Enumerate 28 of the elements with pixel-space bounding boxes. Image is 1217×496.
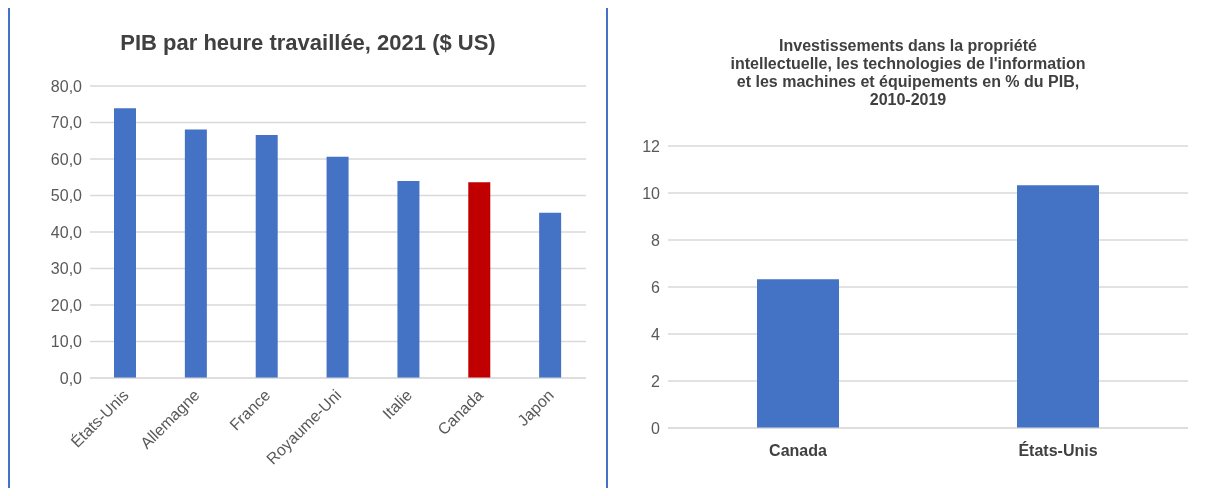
y-tick-label: 4: [651, 325, 661, 343]
y-tick-label: 2: [651, 372, 661, 390]
y-tick-label: 8: [651, 231, 661, 249]
y-tick-label: 50,0: [50, 187, 83, 205]
y-tick-label: 0: [651, 419, 661, 437]
y-tick-label: 30,0: [50, 260, 83, 278]
chart-title: PIB par heure travaillée, 2021 ($ US): [119, 29, 497, 57]
bar: [114, 108, 136, 378]
y-tick-label: 80,0: [50, 77, 83, 95]
y-tick-label: 40,0: [50, 223, 83, 241]
y-tick-label: 6: [651, 278, 661, 296]
x-tick-label: Italie: [379, 386, 416, 423]
y-tick-label: 10: [642, 184, 661, 202]
y-tick-label: 60,0: [50, 150, 83, 168]
bar: [468, 182, 491, 378]
bar: [326, 156, 349, 378]
chart-title: Investissements dans la propriété intellectuelle, les technologies de l'information et les machines et équipements en % du PIB, 2010-2019: [729, 36, 1087, 110]
y-tick-label: 70,0: [50, 114, 83, 132]
x-tick-label: États-Unis: [1018, 441, 1098, 459]
bar: [184, 129, 207, 378]
y-tick-label: 20,0: [50, 296, 83, 314]
bar: [539, 212, 562, 378]
bar: [397, 180, 420, 378]
bar: [255, 134, 278, 378]
y-tick-label: 0,0: [59, 369, 83, 387]
y-tick-label: 12: [642, 137, 661, 155]
x-tick-label: Canada: [769, 442, 827, 459]
y-tick-label: 10,0: [50, 333, 83, 351]
